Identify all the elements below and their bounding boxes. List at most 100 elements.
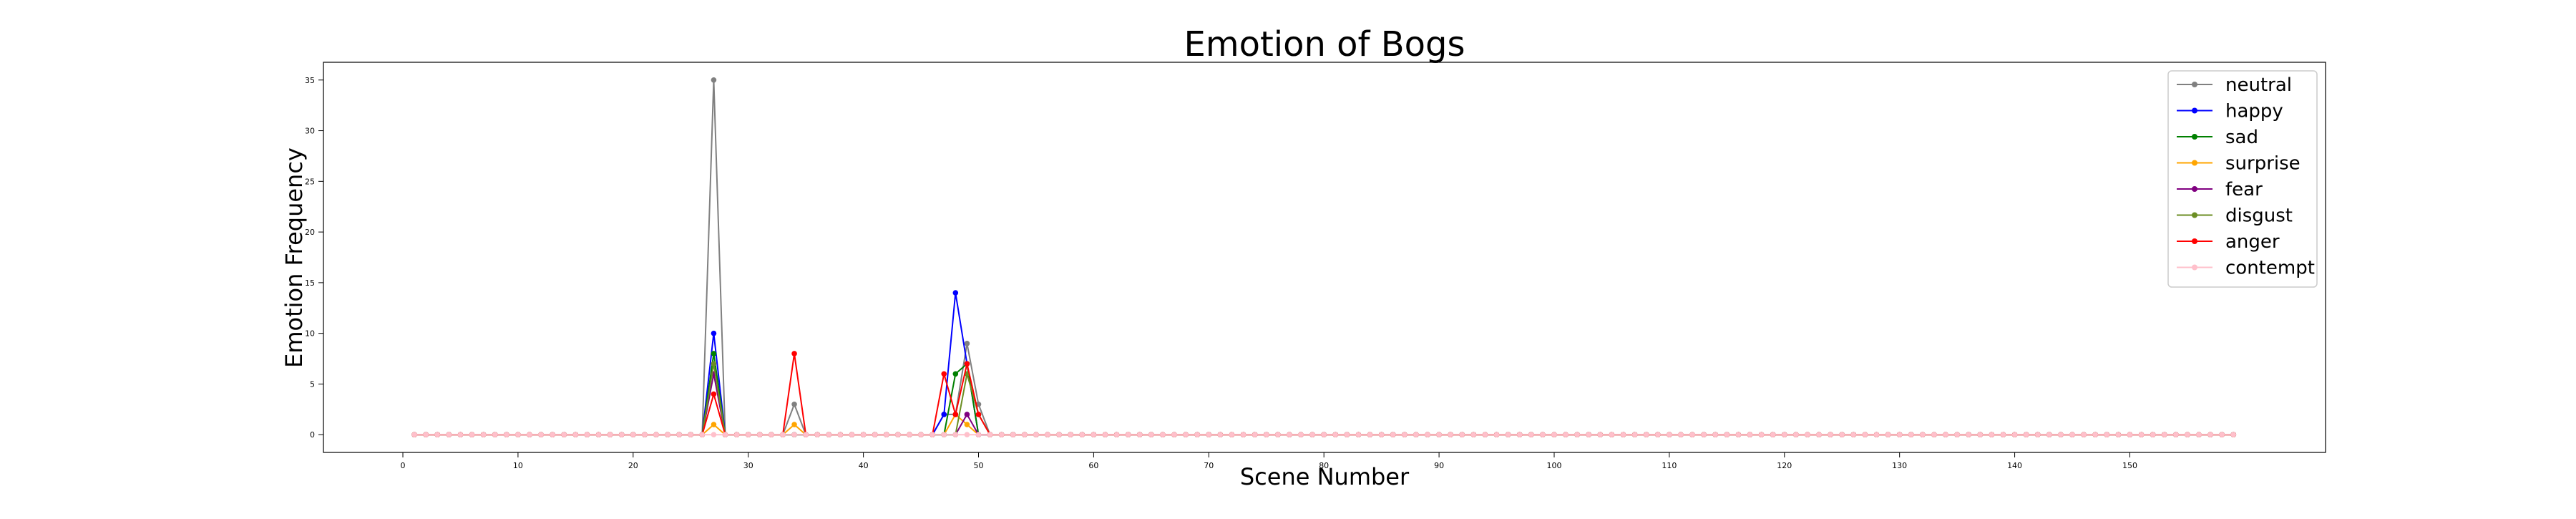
data-point-contempt [930,432,935,438]
series-line-disgust [414,363,2234,436]
data-point-contempt [907,432,912,438]
y-tick-label: 20 [305,228,315,237]
data-point-disgust [711,361,717,367]
y-axis-label: Emotion Frequency [280,147,308,368]
data-point-contempt [1378,432,1385,438]
y-tick-label: 0 [310,430,315,440]
legend-entry-surprise: surprise [2225,153,2301,175]
data-point-contempt [1896,432,1903,438]
data-point-contempt [492,432,498,438]
x-tick-label: 110 [1662,461,1677,470]
data-point-anger [964,361,970,367]
data-point-contempt [665,432,670,438]
x-tick-label: 30 [743,461,753,470]
legend-entry-contempt: contempt [2225,258,2315,279]
data-point-happy [952,290,959,296]
data-point-contempt [756,432,763,438]
x-tick-label: 10 [513,461,523,470]
data-point-contempt [1160,432,1166,438]
data-point-contempt [1470,432,1477,438]
data-point-contempt [423,432,429,438]
data-point-contempt [2185,432,2190,438]
data-point-contempt [1194,432,1201,438]
data-point-contempt [1954,432,1960,438]
data-point-contempt [2011,432,2018,438]
data-point-contempt [1839,432,1845,438]
data-point-contempt [803,432,809,438]
data-point-contempt [1010,432,1016,438]
data-point-contempt [1920,432,1926,438]
plot-area [411,77,2237,438]
data-point-contempt [538,432,544,438]
data-point-contempt [1287,432,1292,438]
data-point-contempt [572,432,579,438]
data-point-contempt [1355,432,1362,438]
data-point-contempt [584,432,590,438]
data-point-contempt [2046,432,2052,438]
data-point-anger [791,351,797,356]
legend-swatch-marker [2192,107,2197,114]
y-tick-label: 10 [305,329,315,339]
data-point-contempt [1136,432,1143,438]
data-point-fear [964,412,970,417]
data-point-contempt [630,432,636,438]
data-point-contempt [1620,432,1626,438]
data-point-contempt [1793,432,1799,438]
data-point-contempt [1989,432,1995,438]
data-point-contempt [1493,432,1500,438]
legend-box [2167,70,2318,288]
x-axis-label: Scene Number [1240,463,1410,490]
legend: neutral happy sad surprise fear disgust anger c… [2167,70,2318,288]
data-point-contempt [941,432,947,438]
data-point-contempt [1873,432,1880,438]
x-tick-label: 120 [1777,461,1792,470]
legend-swatch-marker [2192,212,2197,218]
data-point-contempt [1885,432,1891,438]
data-point-surprise [711,422,717,427]
data-point-contempt [1643,432,1649,438]
data-point-contempt [1275,432,1281,438]
data-point-contempt [1505,432,1511,438]
data-point-contempt [1551,432,1557,438]
x-tick-label: 150 [2122,461,2137,470]
data-point-contempt [618,432,625,438]
x-tick-label: 100 [1546,461,1561,470]
data-point-neutral [791,401,797,407]
legend-entry-happy: happy [2225,101,2283,122]
data-point-contempt [1597,432,1604,438]
data-point-contempt [1735,432,1742,438]
data-point-contempt [780,432,786,438]
data-point-sad [952,371,959,377]
data-point-anger [952,412,959,417]
data-point-contempt [434,432,441,438]
data-point-contempt [1609,432,1615,438]
data-point-contempt [411,432,417,438]
data-point-contempt [1125,432,1131,438]
data-point-contempt [688,432,694,438]
x-tick-label: 20 [628,461,638,470]
data-point-contempt [595,432,602,438]
data-point-contempt [2104,432,2110,438]
data-point-contempt [2023,432,2029,438]
data-point-contempt [998,432,1005,438]
data-point-happy [941,412,947,417]
data-point-contempt [849,432,855,438]
data-point-contempt [446,432,452,438]
data-point-contempt [1528,432,1534,438]
x-tick-label: 130 [1892,461,1907,470]
data-point-happy [711,330,717,336]
data-point-contempt [1263,432,1269,438]
legend-entry-disgust: disgust [2225,205,2293,227]
data-point-contempt [642,432,648,438]
legend-swatch-marker [2192,186,2197,192]
chart-title: Emotion of Bogs [1184,24,1465,64]
series-line-surprise [414,413,2234,436]
data-point-contempt [2161,432,2167,438]
data-point-anger [941,371,947,377]
data-point-anger [975,412,982,417]
data-point-surprise [964,422,970,427]
legend-entry-sad: sad [2225,127,2258,148]
data-point-contempt [1908,432,1914,438]
data-point-contempt [1931,432,1937,438]
data-point-contempt [1586,432,1592,438]
